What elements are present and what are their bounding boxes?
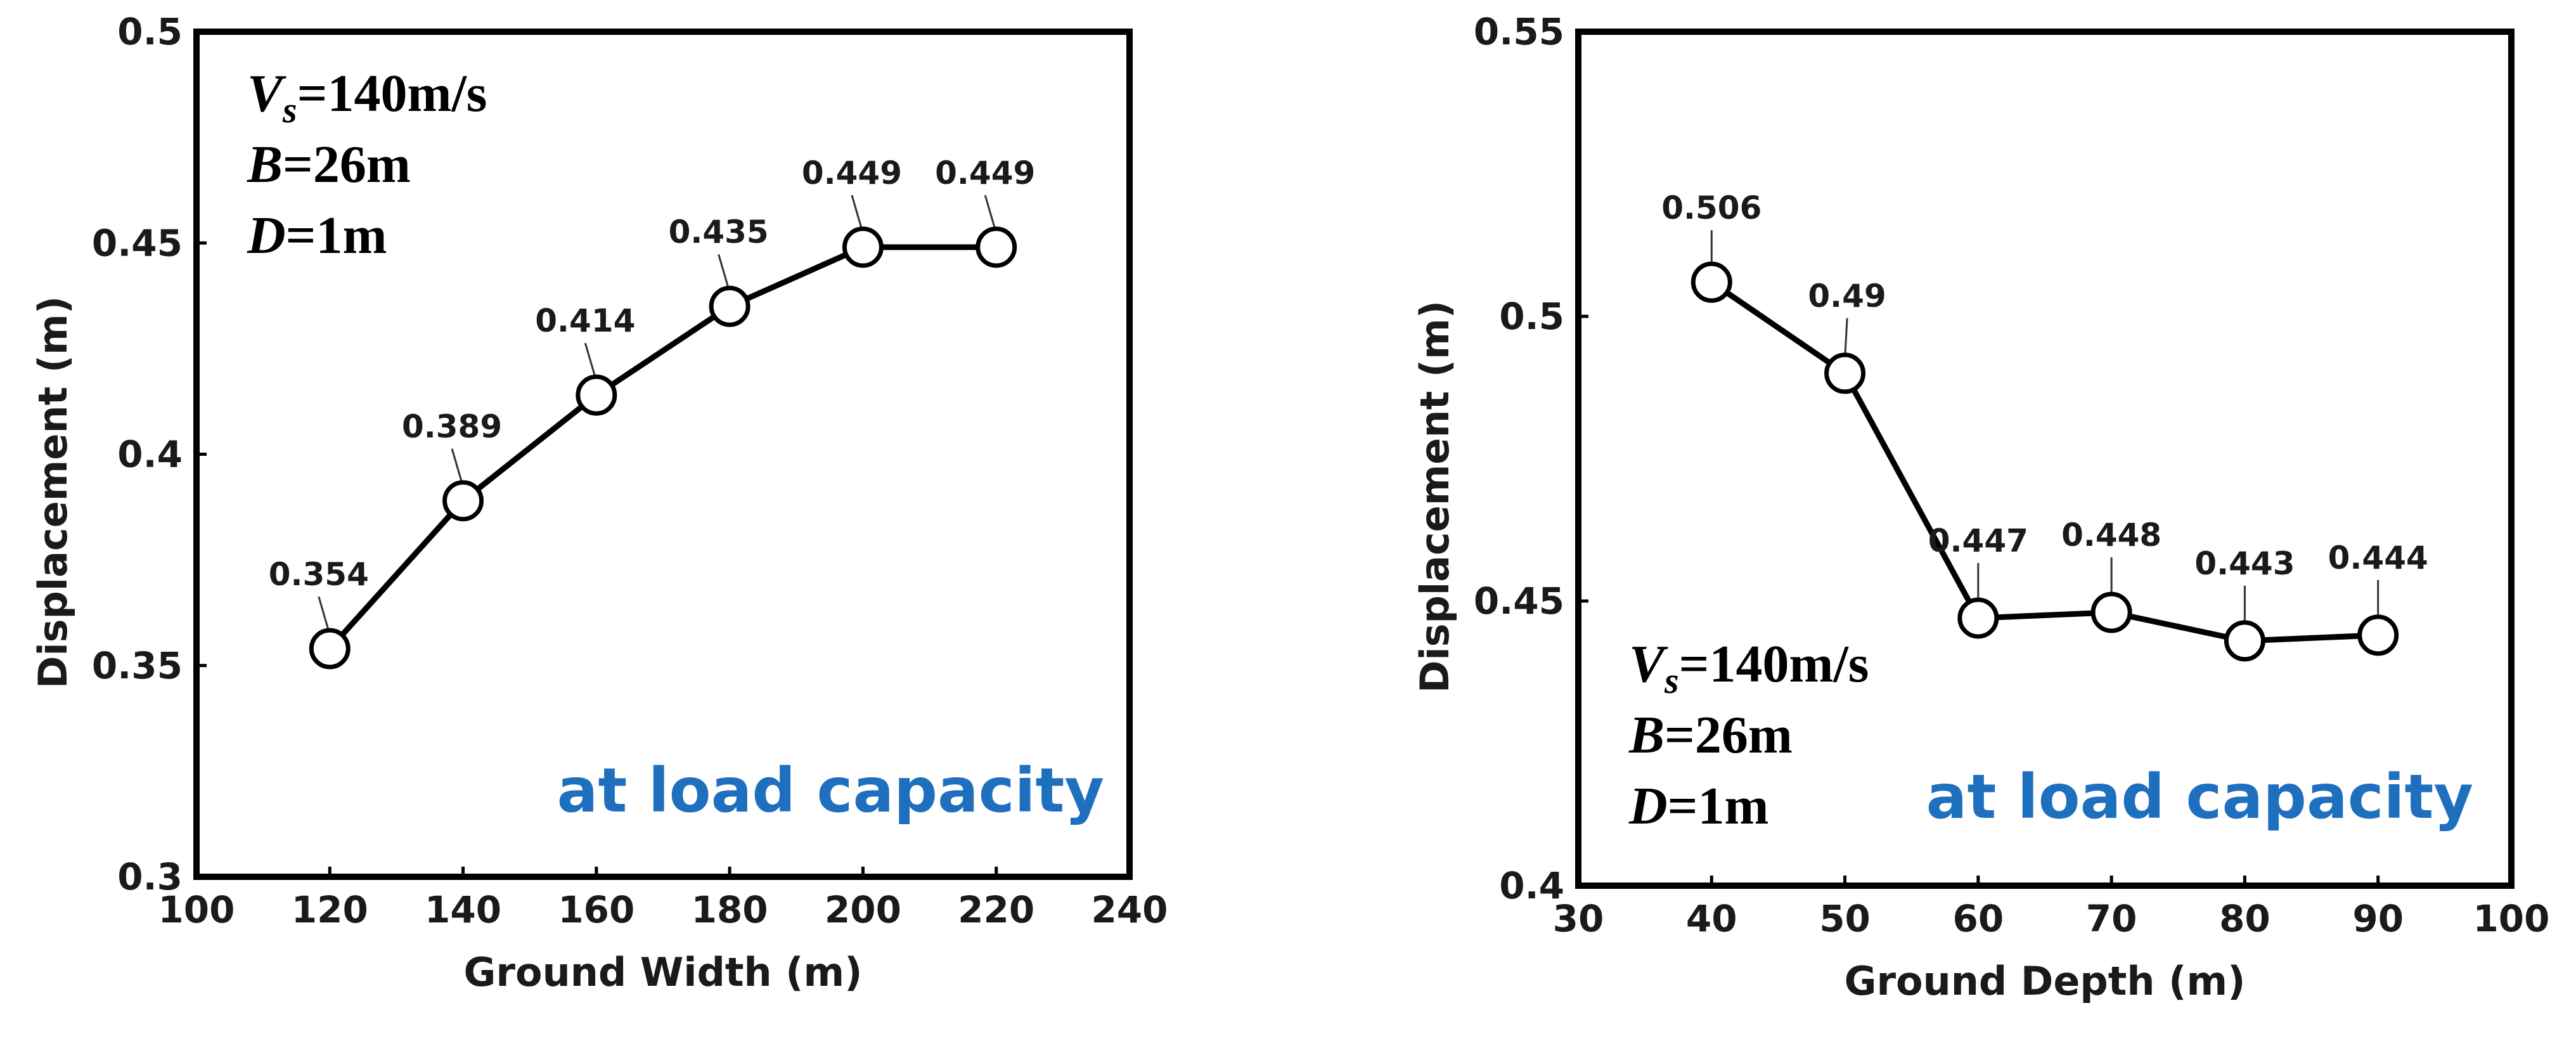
- param-annotation: D=1m: [1628, 777, 1769, 836]
- data-point: [442, 480, 484, 522]
- y-axis-title: Displacement (m): [1412, 301, 1458, 693]
- chart-ground-width: 100 120 140 160 180 200 220 240 0.3 0.35 0.4 0.45 0.…: [30, 10, 1168, 995]
- y-tick-label: 0.3: [117, 855, 183, 898]
- param-annotation: B=26m: [247, 135, 411, 194]
- param-annotation: Vs=140m/s: [247, 64, 487, 131]
- y-tick-label: 0.45: [1474, 579, 1564, 623]
- data-label: 0.435: [669, 214, 769, 250]
- param-annotation: B=26m: [1628, 706, 1793, 765]
- load-capacity-note: at load capacity: [1926, 761, 2473, 832]
- data-label: 0.389: [402, 408, 502, 445]
- x-tick-label: 240: [1091, 888, 1168, 931]
- x-tick-label: 160: [558, 888, 634, 931]
- load-capacity-note: at load capacity: [557, 755, 1104, 826]
- data-point: [842, 226, 884, 268]
- x-tick-label: 140: [425, 888, 501, 931]
- x-tick-label: 180: [692, 888, 768, 931]
- x-tick-label: 220: [958, 888, 1034, 931]
- x-axis-title: Ground Depth (m): [1845, 958, 2246, 1004]
- x-tick-label: 70: [2086, 897, 2137, 940]
- data-label: 0.443: [2194, 545, 2295, 582]
- y-axis-title: Displacement (m): [30, 296, 76, 689]
- data-point: [976, 226, 1017, 268]
- chart-ground-depth: 30 40 50 60 70 80 90 100 0.4 0.45 0.5 0.55 Ground De…: [1412, 10, 2550, 1004]
- x-tick-label: 120: [292, 888, 368, 931]
- x-tick-label: 200: [825, 888, 901, 931]
- series-line: [327, 244, 996, 651]
- x-tick-label: 100: [158, 888, 235, 931]
- y-tick-label: 0.5: [1499, 295, 1564, 338]
- data-label: 0.414: [535, 302, 635, 339]
- x-tick-label: 90: [2352, 897, 2404, 940]
- data-label: 0.49: [1808, 278, 1886, 314]
- data-point: [576, 374, 617, 416]
- plot-frame: [1575, 29, 2515, 889]
- series-line: [1710, 280, 2378, 644]
- data-label: 0.448: [2061, 517, 2161, 553]
- y-tick-label: 0.35: [92, 644, 183, 687]
- data-label: 0.449: [935, 155, 1035, 191]
- data-label: 0.449: [802, 155, 902, 191]
- x-tick-label: 40: [1686, 897, 1737, 940]
- data-point: [2224, 620, 2265, 662]
- data-point: [1824, 352, 1866, 394]
- x-axis-title: Ground Width (m): [464, 949, 863, 995]
- param-annotation: D=1m: [247, 206, 387, 265]
- data-point: [309, 628, 351, 669]
- x-tick-label: 100: [2473, 897, 2549, 940]
- data-label: 0.506: [1661, 190, 1761, 226]
- data-point: [709, 285, 750, 327]
- data-point: [2357, 614, 2399, 656]
- x-tick-label: 60: [1952, 897, 2004, 940]
- param-annotation: Vs=140m/s: [1629, 635, 1869, 701]
- data-point: [2090, 592, 2132, 633]
- y-tick-label: 0.4: [1499, 864, 1564, 907]
- data-label: 0.444: [2328, 540, 2428, 576]
- data-label: 0.354: [269, 556, 369, 593]
- x-tick-label: 80: [2219, 897, 2270, 940]
- x-tick-label: 50: [1819, 897, 1871, 940]
- y-tick-label: 0.4: [117, 433, 183, 476]
- data-point: [1690, 261, 1732, 303]
- data-point: [1957, 597, 1999, 639]
- y-tick-label: 0.55: [1474, 10, 1564, 53]
- leader-line: [1844, 318, 1848, 359]
- y-tick-label: 0.5: [117, 10, 183, 53]
- data-label: 0.447: [1928, 522, 2028, 559]
- x-tick-label: 30: [1553, 897, 1604, 940]
- y-tick-label: 0.45: [92, 221, 183, 264]
